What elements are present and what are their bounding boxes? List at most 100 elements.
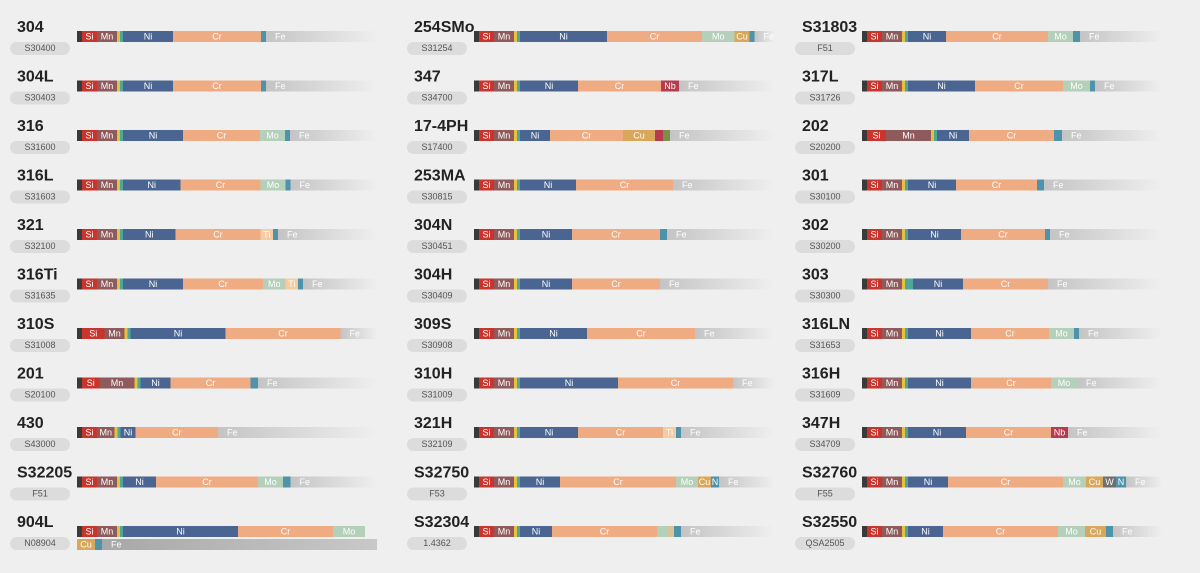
composition-segment: [862, 526, 867, 537]
grade-name: S32760: [802, 465, 857, 482]
composition-segment: [966, 427, 1051, 438]
composition-segment: [934, 130, 937, 141]
grade-code: S30409: [421, 290, 452, 300]
composition-segment: [902, 427, 905, 438]
composition-segment: [1058, 526, 1085, 537]
composition-segment: [258, 476, 283, 488]
composition-segment: [117, 179, 120, 191]
segment-label: Cr: [1007, 130, 1017, 140]
balance-label: Fe: [312, 279, 323, 289]
composition-segment: [77, 229, 82, 240]
balance-tail: [1062, 130, 1162, 141]
grade-name: S32304: [414, 514, 469, 531]
composition-segment: [886, 130, 931, 141]
composition-segment: [120, 80, 123, 92]
composition-segment: [902, 526, 905, 537]
composition-segment: [908, 31, 946, 42]
segment-label: Mn: [886, 328, 899, 338]
composition-segment: [117, 476, 120, 488]
balance-label: Fe: [1104, 81, 1115, 91]
composition-segment: [905, 31, 908, 42]
code-pill: [10, 289, 70, 303]
segment-label: Mn: [498, 279, 511, 289]
composition-segment: [479, 31, 494, 42]
grade-name: 316LN: [802, 316, 850, 333]
segment-label: Si: [482, 81, 490, 91]
composition-segment: [576, 179, 673, 191]
grade-code: S20100: [24, 389, 55, 399]
segment-label: Ni: [949, 130, 958, 140]
composition-segment: [520, 476, 560, 488]
composition-segment: [520, 377, 618, 389]
composition-segment: [905, 526, 908, 537]
composition-segment: [134, 377, 138, 389]
balance-tail: [290, 476, 377, 488]
grade-code: S31726: [809, 92, 840, 102]
composition-segment: [862, 377, 867, 389]
composition-segment: [882, 526, 902, 537]
segment-label: Si: [85, 31, 93, 41]
composition-segment: [97, 427, 115, 438]
grade-name: 321H: [414, 415, 452, 432]
segment-label: Cr: [616, 427, 626, 437]
composition-segment: [514, 80, 517, 92]
composition-segment: [902, 377, 905, 389]
composition-segment: [117, 427, 121, 438]
composition-segment: [1085, 526, 1106, 537]
segment-label: Cr: [1001, 279, 1011, 289]
composition-segment: [882, 427, 902, 438]
balance-label: Fe: [1077, 427, 1088, 437]
grade-code: S30908: [421, 340, 452, 350]
grade-code: S31254: [421, 43, 452, 53]
segment-label: Cr: [600, 526, 610, 536]
segment-label: Mo: [267, 180, 280, 190]
segment-label: Mn: [886, 427, 899, 437]
composition-segment: [862, 278, 867, 290]
composition-segment: [104, 328, 125, 339]
balance-label: Fe: [676, 229, 687, 239]
composition-segment: [225, 328, 341, 339]
composition-segment: [285, 278, 298, 290]
composition-segment: [905, 278, 913, 290]
segment-label: Si: [482, 328, 490, 338]
segment-label: Mo: [1055, 328, 1068, 338]
segment-label: Cr: [281, 526, 291, 536]
composition-segment: [618, 377, 733, 389]
composition-segment: [183, 278, 263, 290]
segment-label: Mn: [886, 279, 899, 289]
grade-code: S20200: [809, 142, 840, 152]
code-pill: [795, 190, 855, 204]
composition-segment: [494, 377, 514, 389]
composition-segment: [474, 31, 479, 42]
segment-label: Ni: [135, 477, 144, 487]
code-pill: [407, 339, 467, 352]
composition-segment: [494, 278, 514, 290]
segment-label: Ni: [544, 180, 553, 190]
composition-segment: [862, 80, 867, 92]
composition-segment: [913, 278, 963, 290]
code-pill: [10, 438, 70, 451]
grade-name: 302: [802, 217, 829, 234]
grade-code: QSA2505: [805, 538, 844, 548]
grade-code: S31008: [24, 340, 55, 350]
composition-segment: [862, 427, 867, 438]
segment-label: Cr: [671, 378, 681, 388]
composition-segment: [82, 130, 97, 141]
segment-label: Ti: [263, 229, 270, 239]
composition-segment: [734, 31, 750, 42]
composition-segment: [156, 476, 258, 488]
balance-tail: [1050, 229, 1162, 240]
segment-label: Mn: [886, 477, 899, 487]
composition-segment: [494, 476, 514, 488]
composition-segment: [867, 278, 882, 290]
code-pill: [407, 388, 467, 402]
composition-segment: [474, 179, 479, 191]
composition-segment: [908, 80, 975, 92]
composition-segment: [77, 278, 82, 290]
composition-segment: [474, 229, 479, 240]
composition-segment: [1103, 476, 1116, 488]
composition-segment: [517, 427, 520, 438]
composition-segment: [479, 278, 494, 290]
segment-label: Ni: [934, 279, 943, 289]
composition-segment: [663, 427, 676, 438]
